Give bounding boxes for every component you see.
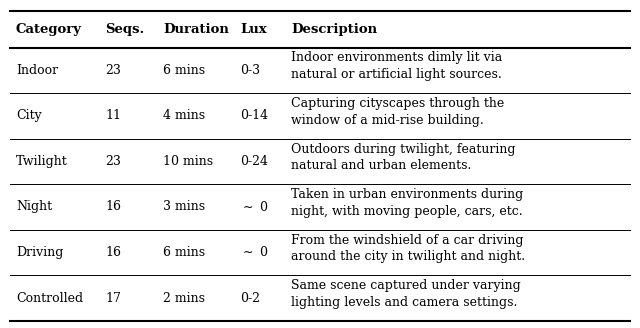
Text: 0-3: 0-3 (240, 64, 260, 77)
Text: City: City (16, 109, 42, 122)
Text: Taken in urban environments during
night, with moving people, cars, etc.: Taken in urban environments during night… (291, 188, 524, 217)
Text: 6 mins: 6 mins (163, 246, 205, 259)
Text: Driving: Driving (16, 246, 63, 259)
Text: Night: Night (16, 200, 52, 214)
Text: Twilight: Twilight (16, 155, 68, 168)
Text: 2 mins: 2 mins (163, 292, 205, 304)
Text: 16: 16 (106, 200, 122, 214)
Text: 23: 23 (106, 64, 122, 77)
Text: Description: Description (291, 23, 378, 36)
Text: 0-14: 0-14 (240, 109, 268, 122)
Text: 0-24: 0-24 (240, 155, 268, 168)
Text: $\sim$ 0: $\sim$ 0 (240, 200, 269, 214)
Text: 23: 23 (106, 155, 122, 168)
Text: $\sim$ 0: $\sim$ 0 (240, 245, 269, 259)
Text: Capturing cityscapes through the
window of a mid-rise building.: Capturing cityscapes through the window … (291, 97, 504, 127)
Text: Seqs.: Seqs. (106, 23, 145, 36)
Text: From the windshield of a car driving
around the city in twilight and night.: From the windshield of a car driving aro… (291, 234, 525, 263)
Text: 10 mins: 10 mins (163, 155, 213, 168)
Text: Same scene captured under varying
lighting levels and camera settings.: Same scene captured under varying lighti… (291, 279, 521, 309)
Text: Controlled: Controlled (16, 292, 83, 304)
Text: 3 mins: 3 mins (163, 200, 205, 214)
Text: 17: 17 (106, 292, 122, 304)
Text: Outdoors during twilight, featuring
natural and urban elements.: Outdoors during twilight, featuring natu… (291, 143, 516, 172)
Text: 11: 11 (106, 109, 122, 122)
Text: Lux: Lux (240, 23, 267, 36)
Text: 6 mins: 6 mins (163, 64, 205, 77)
Text: 4 mins: 4 mins (163, 109, 205, 122)
Text: Indoor environments dimly lit via
natural or artificial light sources.: Indoor environments dimly lit via natura… (291, 51, 502, 81)
Text: 16: 16 (106, 246, 122, 259)
Text: Duration: Duration (163, 23, 229, 36)
Text: Indoor: Indoor (16, 64, 58, 77)
Text: Category: Category (16, 23, 82, 36)
Text: 0-2: 0-2 (240, 292, 260, 304)
